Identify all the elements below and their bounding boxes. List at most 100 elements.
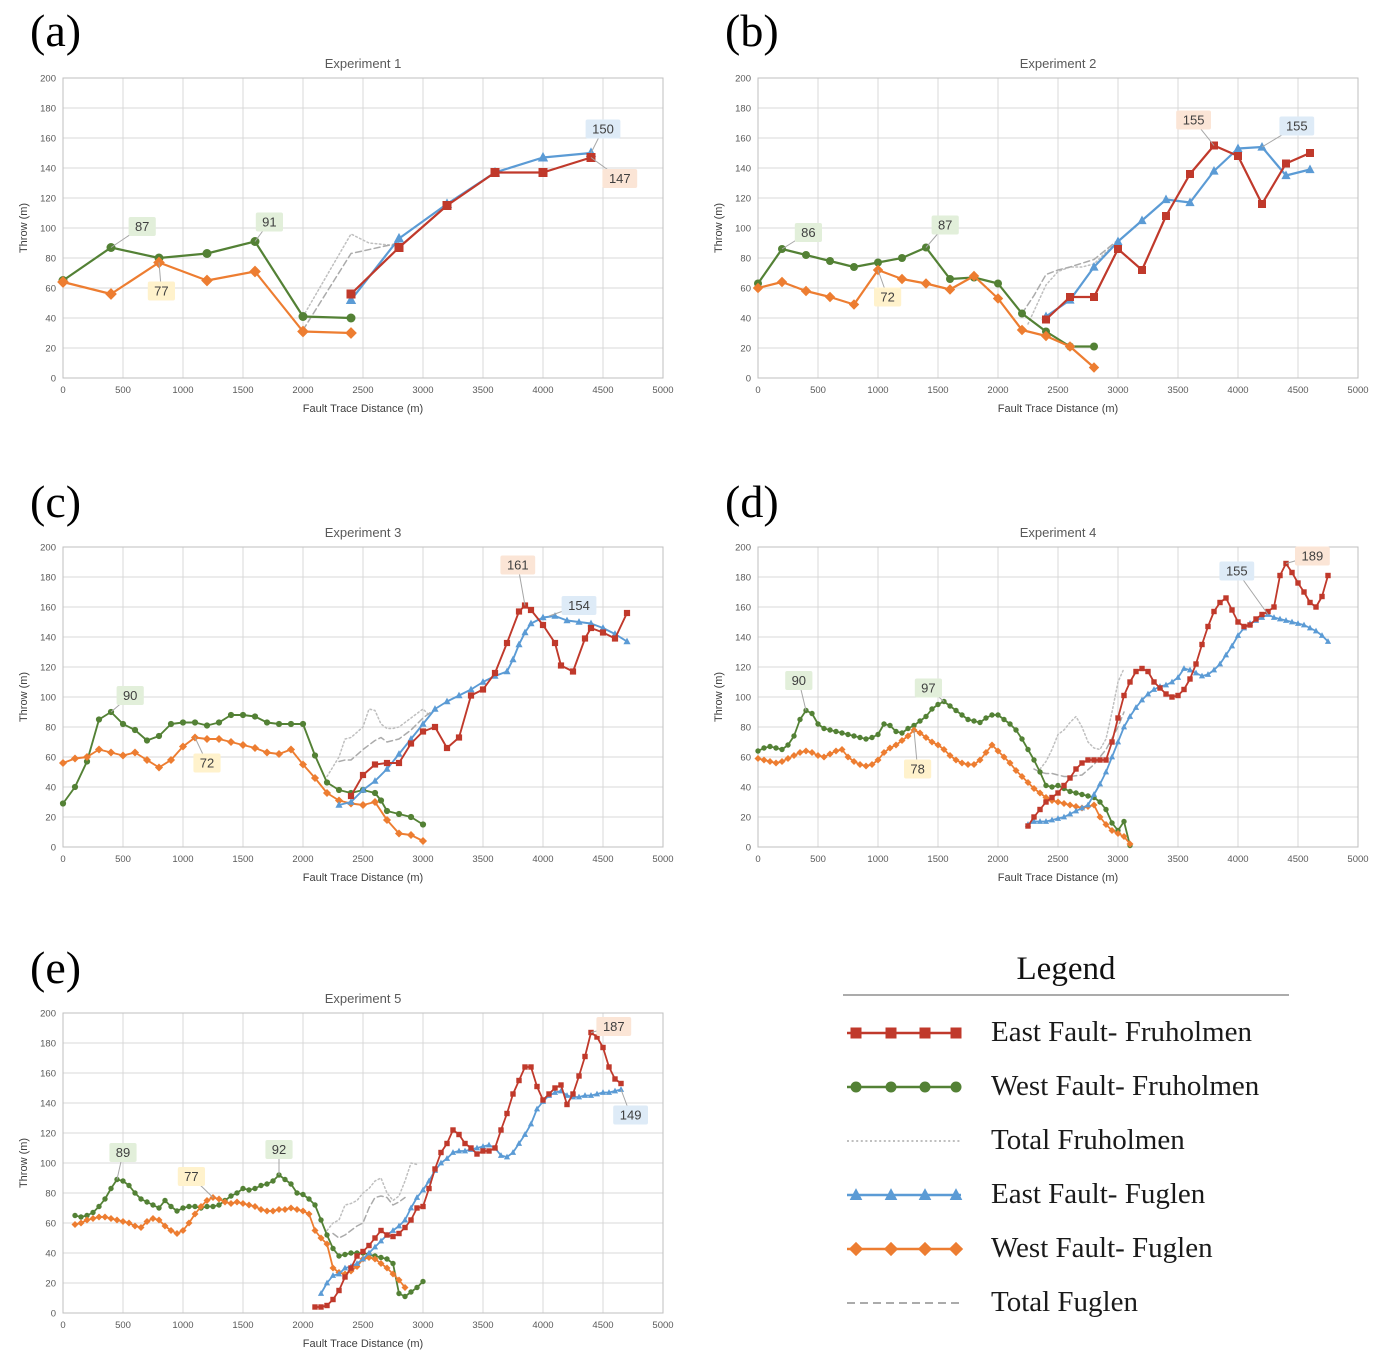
gridlines bbox=[757, 77, 1359, 379]
x-tick: 3000 bbox=[412, 385, 433, 396]
callout-value: 149 bbox=[620, 1108, 642, 1123]
callout-box bbox=[109, 1143, 137, 1162]
panel-e-label: (e) bbox=[30, 942, 82, 993]
x-tick: 1500 bbox=[927, 385, 948, 396]
callout-box bbox=[914, 678, 942, 698]
callout-box bbox=[585, 119, 621, 139]
legend-item-east-fuglen: East Fault- Fuglen bbox=[843, 1178, 1289, 1211]
data-label-callout: 92 bbox=[265, 1140, 293, 1175]
y-tick: 20 bbox=[45, 344, 56, 355]
y-tick: 140 bbox=[40, 1099, 56, 1110]
x-axis-title: Fault Trace Distance (m) bbox=[303, 872, 423, 884]
panel-a-label: (a) bbox=[30, 5, 82, 56]
dashed-line-sample-icon bbox=[847, 1139, 961, 1142]
y-tick: 180 bbox=[40, 573, 56, 584]
callout-value: 187 bbox=[603, 1019, 625, 1034]
x-tick: 1500 bbox=[232, 1320, 253, 1331]
y-tick: 120 bbox=[40, 663, 56, 674]
data-label-callout: 90 bbox=[110, 686, 144, 713]
chart-title: Experiment 1 bbox=[325, 56, 402, 71]
series-east-fuglen-markers bbox=[317, 1086, 625, 1296]
series-east-fruholmen-line bbox=[349, 156, 593, 296]
plot-border bbox=[62, 77, 664, 379]
y-tick: 60 bbox=[740, 753, 751, 764]
x-tick: 2000 bbox=[292, 385, 313, 396]
x-tick: 500 bbox=[115, 1320, 131, 1331]
data-label-callout: 72 bbox=[193, 737, 221, 773]
legend-title: Legend bbox=[1016, 951, 1116, 987]
series-total-fruholmen-line bbox=[326, 708, 430, 778]
series-east-fruholmen bbox=[347, 602, 631, 800]
x-axis-title: Fault Trace Distance (m) bbox=[303, 403, 423, 415]
series-east-fuglen-markers bbox=[335, 612, 631, 808]
x-tick: 0 bbox=[60, 385, 65, 396]
series-east-fuglen bbox=[1041, 142, 1315, 321]
y-tick: 80 bbox=[740, 723, 751, 734]
x-tick: 5000 bbox=[1347, 385, 1368, 396]
x-tick: 4000 bbox=[532, 1320, 553, 1331]
callout-box bbox=[128, 217, 156, 236]
callout-value: 77 bbox=[154, 284, 168, 299]
series-west-fuglen bbox=[57, 256, 357, 339]
panel-a: (a) 0 20 40 60 80 100 120 140 160 180 200 0 500 1000 1… bbox=[0, 0, 695, 455]
x-tick: 2500 bbox=[1047, 385, 1068, 396]
series-east-fuglen-line bbox=[320, 1088, 622, 1295]
diamond-line-sample-icon bbox=[847, 1241, 964, 1256]
data-label-callout: 155 bbox=[1219, 561, 1269, 615]
series-total-fuglen bbox=[338, 708, 436, 763]
y-axis-title: Throw (m) bbox=[18, 203, 30, 253]
series-east-fuglen-markers bbox=[1024, 611, 1332, 827]
data-label-callout: 87 bbox=[925, 215, 959, 248]
y-axis-title: Throw (m) bbox=[18, 1138, 30, 1188]
callout-value: 87 bbox=[135, 219, 149, 234]
series-west-fuglen-markers bbox=[71, 1193, 409, 1292]
series-east-fuglen-markers bbox=[345, 147, 597, 305]
callout-value: 72 bbox=[880, 290, 894, 305]
legend-item-east-fruholmen: East Fault- Fruholmen bbox=[843, 1016, 1289, 1049]
data-label-callout: 87 bbox=[110, 217, 156, 248]
x-axis-title: Fault Trace Distance (m) bbox=[998, 872, 1118, 884]
callout-box bbox=[500, 555, 536, 575]
x-tick: 4500 bbox=[592, 1320, 613, 1331]
x-tick: 0 bbox=[60, 854, 65, 865]
callout-value: 155 bbox=[1286, 119, 1308, 134]
x-tick: 1000 bbox=[172, 385, 193, 396]
y-tick: 200 bbox=[735, 74, 751, 85]
callout-value: 92 bbox=[272, 1142, 286, 1157]
series-west-fuglen-line bbox=[74, 1196, 406, 1289]
data-label-callout: 154 bbox=[548, 596, 597, 617]
data-label-callout: 97 bbox=[914, 678, 945, 702]
callout-value: 86 bbox=[801, 225, 815, 240]
series-west-fruholmen bbox=[59, 708, 427, 828]
panel-b: (b) 0 20 40 60 80 100 120 140 160 180 200 0 500 1000 1… bbox=[695, 0, 1390, 455]
x-tick: 1500 bbox=[232, 854, 253, 865]
panel-c: (c) 0 20 40 60 80 100 120 140 160 180 200 0 500 1000 1… bbox=[0, 455, 695, 915]
chart-experiment-2-container: 0 20 40 60 80 100 120 140 160 180 200 0 500 1000 1500 2… bbox=[710, 52, 1370, 429]
callout-box bbox=[904, 759, 932, 779]
x-tick: 2500 bbox=[1047, 854, 1068, 865]
series-total-fruholmen-line bbox=[1027, 240, 1119, 325]
data-label-callout: 90 bbox=[785, 671, 813, 711]
x-tick: 4000 bbox=[1227, 854, 1248, 865]
x-tick: 4000 bbox=[1227, 385, 1248, 396]
x-tick: 500 bbox=[115, 854, 131, 865]
callout-box bbox=[255, 212, 283, 232]
series-east-fuglen bbox=[317, 1086, 625, 1296]
callout-value: 97 bbox=[921, 681, 935, 696]
y-tick: 100 bbox=[735, 224, 751, 235]
circle-line-sample-icon bbox=[847, 1081, 962, 1092]
data-label-callout: 155 bbox=[1261, 116, 1315, 148]
x-tick: 3000 bbox=[1107, 385, 1128, 396]
legend-divider bbox=[843, 994, 1289, 996]
panel-b-label: (b) bbox=[725, 5, 779, 56]
callout-value: 155 bbox=[1183, 113, 1205, 128]
y-tick: 40 bbox=[45, 314, 56, 325]
callout-value: 150 bbox=[592, 122, 614, 137]
y-tick: 80 bbox=[45, 1189, 56, 1200]
series-total-fuglen-line bbox=[302, 242, 400, 331]
series-west-fruholmen-line bbox=[757, 700, 1131, 847]
y-tick: 120 bbox=[735, 663, 751, 674]
x-tick: 3000 bbox=[412, 1320, 433, 1331]
series-east-fuglen-line bbox=[1044, 145, 1312, 318]
